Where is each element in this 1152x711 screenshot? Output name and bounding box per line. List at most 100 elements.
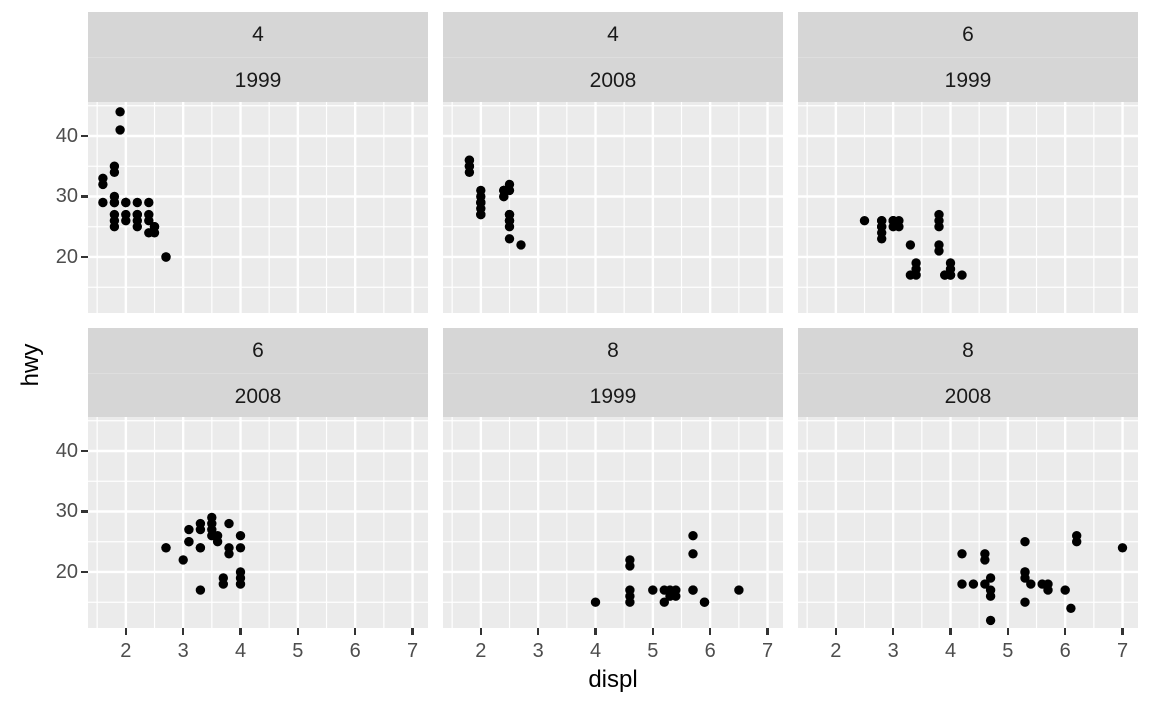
data-point bbox=[161, 252, 171, 262]
data-point bbox=[934, 246, 944, 256]
scatter-plot-area bbox=[798, 417, 1138, 628]
x-tick-label: 7 bbox=[1116, 640, 1129, 662]
data-point bbox=[184, 524, 194, 535]
data-point bbox=[149, 228, 160, 238]
facet-strip-year-8-2008: 2008 bbox=[798, 373, 1138, 419]
x-tick-mark bbox=[834, 628, 838, 635]
x-tick-mark bbox=[708, 628, 712, 635]
x-tick-label: 6 bbox=[704, 640, 716, 662]
x-tick-label: 7 bbox=[761, 640, 774, 662]
data-point bbox=[184, 537, 194, 547]
data-point bbox=[115, 107, 125, 117]
y-tick-mark bbox=[81, 134, 88, 138]
data-point bbox=[1026, 579, 1036, 589]
x-tick-mark bbox=[766, 628, 769, 635]
data-point bbox=[699, 597, 710, 607]
data-point bbox=[985, 615, 996, 626]
data-point bbox=[905, 240, 916, 250]
x-tick-mark bbox=[239, 628, 242, 635]
data-point bbox=[161, 543, 171, 553]
data-point bbox=[121, 216, 131, 226]
data-point bbox=[132, 222, 142, 232]
data-point bbox=[688, 531, 698, 541]
data-point bbox=[504, 185, 515, 196]
data-point bbox=[1020, 573, 1030, 583]
data-point bbox=[894, 222, 904, 232]
data-point bbox=[144, 216, 154, 226]
data-point bbox=[224, 518, 234, 529]
y-tick-label: 40 bbox=[55, 124, 78, 147]
data-point bbox=[178, 555, 188, 565]
x-tick-label: 7 bbox=[406, 640, 419, 662]
x-tick-label: 3 bbox=[177, 640, 189, 662]
data-point bbox=[1020, 537, 1030, 547]
x-tick-mark bbox=[1063, 628, 1067, 635]
x-tick-label: 2 bbox=[830, 640, 842, 662]
x-tick-label: 6 bbox=[1059, 640, 1071, 662]
data-point bbox=[659, 597, 669, 607]
scatter-plot-area bbox=[443, 417, 783, 628]
data-point bbox=[144, 197, 154, 208]
x-tick-mark bbox=[536, 628, 540, 635]
data-point bbox=[859, 216, 870, 226]
data-point bbox=[1072, 537, 1082, 547]
data-point bbox=[476, 209, 486, 220]
x-tick-label: 3 bbox=[532, 640, 544, 662]
facet-panel-4-2008 bbox=[443, 102, 783, 313]
facet-strip-year-4-2008: 2008 bbox=[443, 57, 783, 103]
data-point bbox=[688, 585, 698, 595]
data-point bbox=[516, 240, 526, 250]
facet-strip-cyl-8-1999: 8 bbox=[443, 328, 783, 373]
data-point bbox=[911, 270, 921, 280]
facet-strip-cyl-4-1999: 4 bbox=[88, 12, 428, 57]
data-point bbox=[98, 179, 108, 190]
facet-strip-year-8-1999: 1999 bbox=[443, 373, 783, 419]
scatter-plot-area bbox=[443, 102, 783, 313]
facet-strip-year-6-2008: 2008 bbox=[88, 373, 428, 419]
facet-strip-year-4-1999: 1999 bbox=[88, 57, 428, 103]
y-tick-mark bbox=[81, 570, 88, 574]
data-point bbox=[957, 549, 967, 559]
data-point bbox=[625, 561, 635, 571]
x-tick-label: 2 bbox=[475, 640, 487, 662]
facet-strip-cyl-6-2008: 6 bbox=[88, 328, 428, 373]
x-axis-title: displ bbox=[588, 666, 638, 693]
x-tick-label: 5 bbox=[647, 640, 659, 662]
data-point bbox=[504, 234, 515, 244]
data-point bbox=[109, 197, 120, 208]
data-point bbox=[980, 555, 990, 565]
data-point bbox=[212, 537, 223, 547]
data-point bbox=[235, 531, 246, 541]
x-tick-mark bbox=[1121, 628, 1124, 635]
x-tick-mark bbox=[594, 628, 597, 635]
facet-panel-6-2008 bbox=[88, 417, 428, 628]
x-tick-label: 5 bbox=[292, 640, 304, 662]
data-point bbox=[957, 270, 967, 280]
facet-strip-cyl-4-2008: 4 bbox=[443, 12, 783, 57]
x-tick-mark bbox=[651, 628, 655, 635]
data-point bbox=[132, 197, 142, 208]
x-tick-label: 3 bbox=[887, 640, 899, 662]
x-tick-mark bbox=[479, 628, 483, 635]
y-tick-label: 20 bbox=[55, 245, 78, 268]
data-point bbox=[115, 125, 125, 135]
facet-panel-8-2008 bbox=[798, 417, 1138, 628]
data-point bbox=[464, 167, 475, 177]
data-point bbox=[985, 591, 996, 601]
y-tick-mark bbox=[81, 255, 88, 259]
facet-strip-cyl-6-1999: 6 bbox=[798, 12, 1138, 57]
y-tick-mark bbox=[81, 195, 88, 198]
x-tick-mark bbox=[181, 628, 185, 635]
data-point bbox=[235, 543, 246, 553]
x-tick-label: 4 bbox=[234, 640, 247, 662]
x-tick-mark bbox=[353, 628, 357, 635]
data-point bbox=[945, 270, 956, 280]
data-point bbox=[195, 585, 206, 595]
y-tick-mark bbox=[81, 449, 88, 453]
x-tick-label: 2 bbox=[120, 640, 132, 662]
data-point bbox=[1066, 603, 1076, 613]
data-point bbox=[877, 234, 887, 244]
data-point bbox=[1020, 597, 1030, 607]
x-tick-mark bbox=[949, 628, 952, 635]
